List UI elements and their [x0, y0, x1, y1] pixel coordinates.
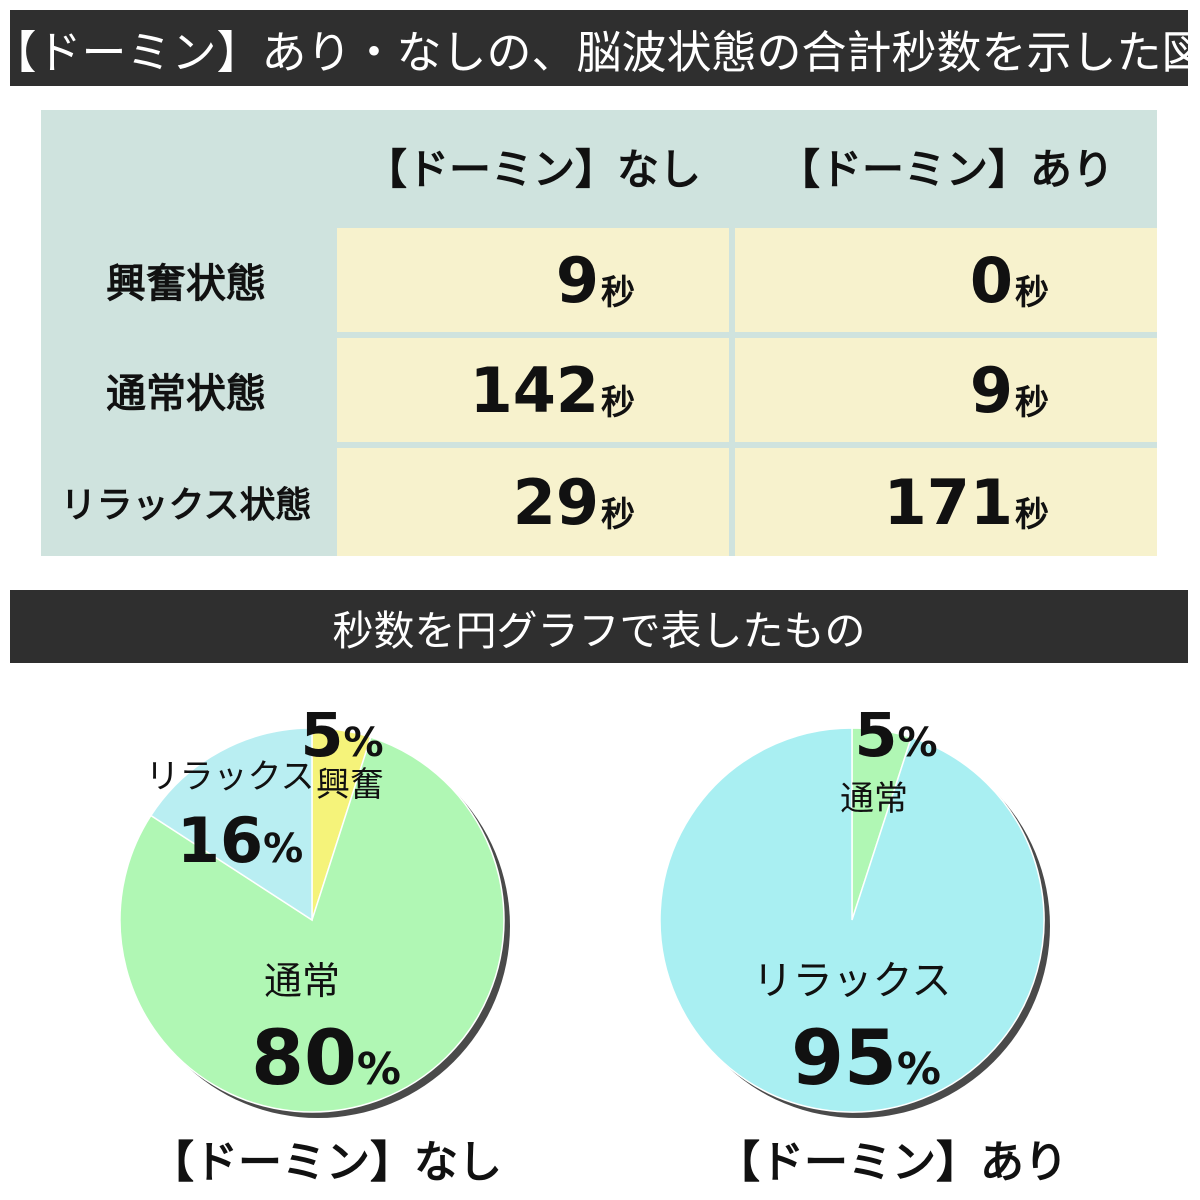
pie-section-title: 秒数を円グラフで表したもの — [10, 590, 1188, 663]
pie-label-pct-リラックス: 95% — [791, 1013, 941, 1102]
pie-label-name-リラックス: リラックス — [146, 757, 315, 797]
cell-relax-without: 29 秒 — [337, 448, 729, 556]
pie-caption-without: 【ドーミン】なし — [150, 1137, 502, 1188]
pie-label-pct-通常: 80% — [251, 1013, 401, 1102]
column-header-without: 【ドーミン】なし — [337, 110, 729, 222]
table-corner — [41, 110, 331, 222]
page-title: 【ドーミン】あり・なしの、脳波状態の合計秒数を示した図 — [0, 10, 1200, 86]
pie-chart-without: 5% 興奮 リラックス 16% 通常 80% — [112, 712, 512, 1132]
pie-label-pct-通常: 5% — [854, 712, 937, 771]
cell-relax-with: 171 秒 — [735, 448, 1157, 556]
pie-label-name-通常: 通常 — [264, 959, 340, 1003]
row-label-normal: 通常状態 — [41, 338, 331, 442]
pie-label-pct-興奮: 5% — [300, 712, 383, 771]
pie-chart-with: 5% 通常リラックス 95% — [652, 712, 1052, 1132]
column-header-with: 【ドーミン】あり — [735, 110, 1157, 222]
pie-slice-通常 — [119, 736, 505, 1113]
pie-label-pct-リラックス: 16% — [177, 804, 303, 877]
pie-slice-リラックス — [659, 727, 1045, 1113]
row-label-relax: リラックス状態 — [41, 448, 331, 556]
pie-caption-with: 【ドーミン】あり — [716, 1137, 1068, 1188]
row-label-excited: 興奮状態 — [41, 228, 331, 332]
pie-slice-リラックス — [149, 727, 313, 922]
cell-normal-without: 142 秒 — [337, 338, 729, 442]
pie-label-name-興奮: 興奮 — [316, 765, 384, 805]
pie-label-name-通常: 通常 — [840, 779, 908, 819]
pie-label-name-リラックス: リラックス — [753, 958, 952, 1004]
